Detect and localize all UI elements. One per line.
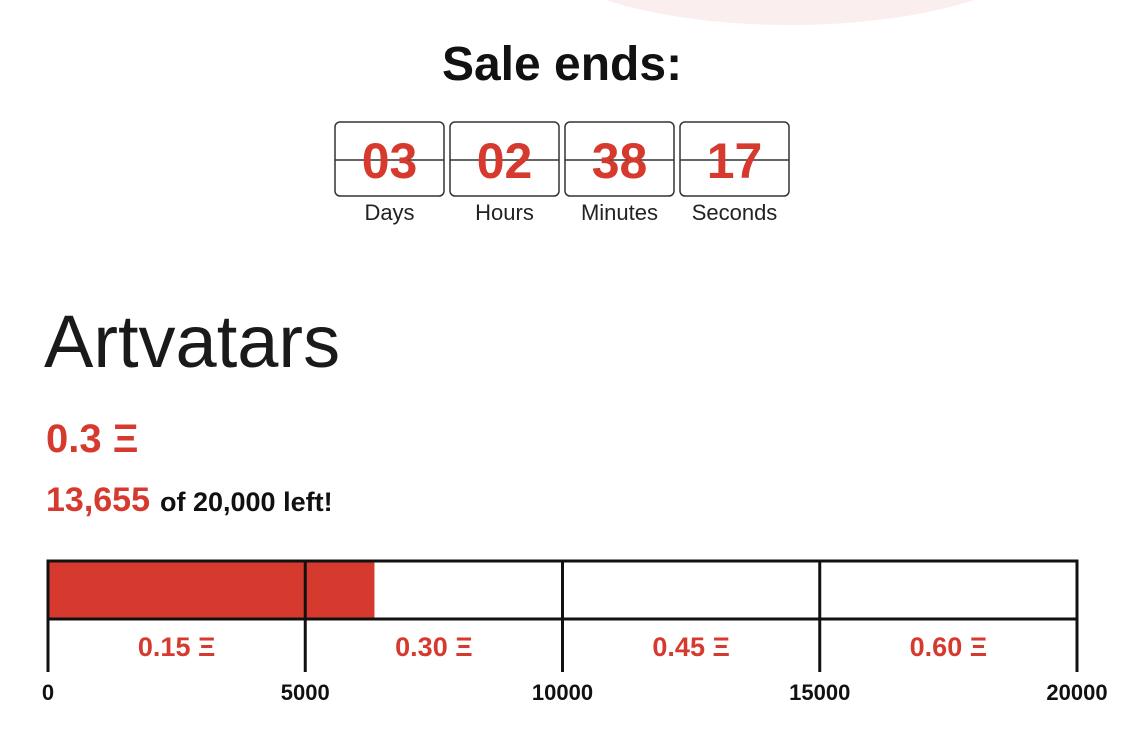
countdown-box bbox=[449, 121, 560, 197]
countdown-label: Hours bbox=[475, 200, 534, 225]
tier-price: 0.30 Ξ bbox=[395, 632, 472, 662]
countdown-value: 17 bbox=[707, 133, 763, 189]
tick-label: 5000 bbox=[281, 680, 330, 705]
progress-bar: 0 5000 10000 15000 20000 0.15 Ξ 0.30 Ξ 0.45 Ξ 0.… bbox=[42, 559, 1108, 705]
countdown: 03 Days 02 Hours 38 Minutes 17 Seconds bbox=[334, 121, 790, 225]
remaining-suffix: of 20,000 left! bbox=[160, 487, 333, 517]
countdown-box bbox=[564, 121, 675, 197]
countdown-label: Seconds bbox=[692, 200, 778, 225]
tier-price: 0.45 Ξ bbox=[652, 632, 729, 662]
tick-label: 0 bbox=[42, 680, 54, 705]
countdown-label: Days bbox=[364, 200, 414, 225]
background-arc bbox=[605, 0, 975, 25]
remaining-count: 13,655 bbox=[46, 481, 150, 519]
bar-fill bbox=[48, 561, 375, 619]
price: 0.3 Ξ bbox=[46, 417, 138, 461]
countdown-label: Minutes bbox=[581, 200, 658, 225]
countdown-value: 38 bbox=[592, 133, 648, 189]
tier-price: 0.60 Ξ bbox=[910, 632, 987, 662]
tick-label: 10000 bbox=[532, 680, 593, 705]
countdown-box bbox=[679, 121, 790, 197]
tier-price: 0.15 Ξ bbox=[138, 632, 215, 662]
countdown-title: Sale ends: bbox=[442, 38, 682, 91]
product-name: Artvatars bbox=[44, 300, 340, 383]
tick-label: 20000 bbox=[1046, 680, 1107, 705]
countdown-value: 03 bbox=[362, 133, 418, 189]
countdown-box bbox=[334, 121, 445, 197]
countdown-value: 02 bbox=[477, 133, 533, 189]
remaining: 13,655 of 20,000 left! bbox=[46, 481, 333, 519]
tick-label: 15000 bbox=[789, 680, 850, 705]
